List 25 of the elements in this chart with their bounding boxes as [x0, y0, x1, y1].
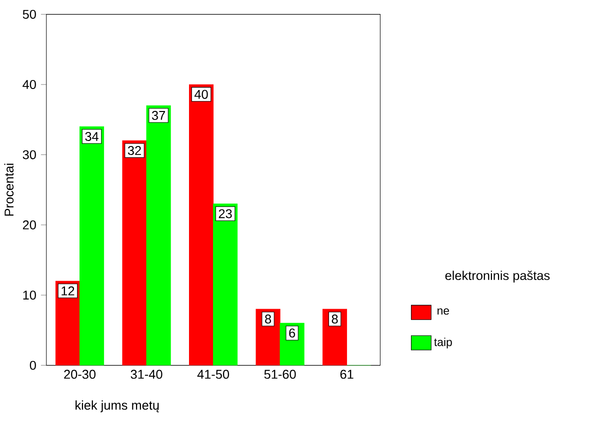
x-tick-label: 41-50 — [197, 370, 230, 379]
data-label: 8 — [332, 314, 338, 324]
y-tick-label: 20 — [22, 220, 36, 230]
x-tick-label: 31-40 — [130, 370, 162, 379]
y-tick-label: 30 — [22, 150, 36, 160]
y-tick-label: 40 — [22, 80, 36, 90]
y-axis-title: Procentai — [4, 164, 14, 216]
legend-label: taip — [434, 338, 452, 348]
data-label: 23 — [218, 209, 232, 218]
legend-title: elektroninis paštas — [445, 270, 550, 283]
x-axis-title: kiek jums metų — [76, 400, 159, 412]
y-tick-label: 50 — [22, 10, 36, 19]
data-label: 8 — [265, 314, 272, 324]
data-label: 12 — [62, 286, 74, 296]
data-label: 37 — [152, 110, 165, 120]
x-tick-label: 61 — [340, 370, 354, 379]
data-label: 34 — [85, 132, 98, 141]
y-tick-label: 10 — [23, 290, 36, 300]
legend-label: ne — [438, 308, 450, 315]
data-label: 40 — [194, 90, 208, 99]
x-tick-label: 20-30 — [64, 370, 96, 379]
y-tick-label: 0 — [30, 360, 36, 370]
x-tick-label: 51-60 — [264, 370, 296, 379]
data-label: 32 — [128, 146, 141, 156]
data-label: 6 — [289, 328, 296, 338]
